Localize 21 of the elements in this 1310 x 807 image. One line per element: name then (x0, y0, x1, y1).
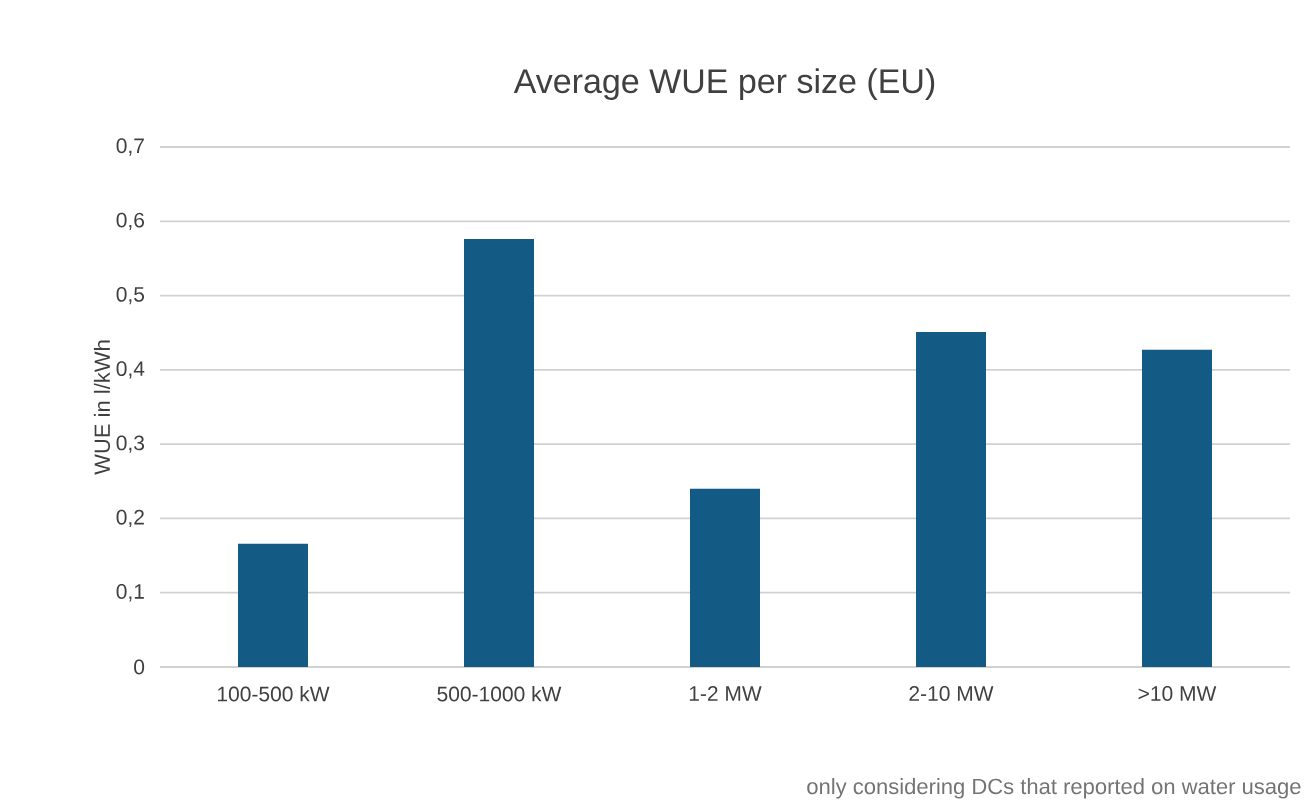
x-tick-label: 100-500 kW (218, 686, 330, 702)
x-tick-label: >10 MW (1138, 686, 1217, 701)
text: only considering DCs that reported on water usage (807, 778, 1301, 799)
x-tick-label: 1-2 MW (689, 686, 762, 701)
y-tick-label: 0 (134, 659, 145, 675)
y-tick-label: 0,5 (116, 286, 145, 305)
chart-title: Average WUE per size (EU) (513, 68, 935, 100)
y-tick-label: 0,3 (116, 435, 145, 453)
bar (1142, 349, 1212, 667)
bar (238, 543, 309, 667)
y-tick-label: 0,6 (116, 212, 145, 230)
x-tick-label: 2-10 MW (909, 686, 994, 701)
y-axis-title: WUE in l/kWh (93, 340, 111, 475)
y-tick-label: 0,2 (116, 509, 144, 528)
x-tick-label: 500-1000 kW (437, 686, 562, 702)
bar (464, 239, 535, 667)
bar (690, 488, 761, 667)
y-tick-label: 0,1 (116, 584, 144, 602)
bar (916, 331, 986, 667)
y-tick-label: 0,7 (116, 138, 144, 156)
y-tick-label: 0,4 (116, 361, 145, 379)
